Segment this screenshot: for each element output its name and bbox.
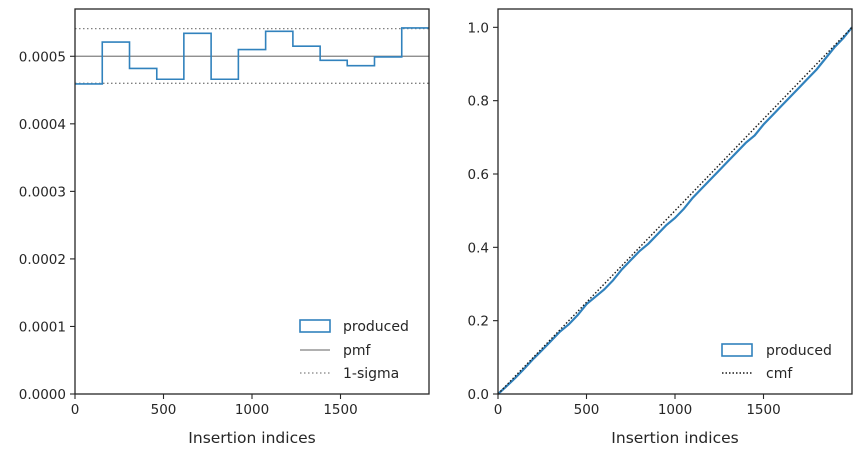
x-tick-label: 500 bbox=[151, 402, 177, 418]
legend: produced pmf 1-sigma bbox=[299, 319, 409, 382]
y-tick-label: 0.0004 bbox=[19, 117, 66, 133]
x-tick-label: 1000 bbox=[658, 402, 692, 418]
cumulative-marks bbox=[497, 26, 853, 395]
plot-frame bbox=[497, 8, 853, 395]
y-tick-label: 0.2 bbox=[468, 314, 489, 330]
x-tick-label: 0 bbox=[71, 402, 80, 418]
legend: produced cmf bbox=[721, 343, 832, 382]
y-tick-label: 0.0003 bbox=[19, 184, 66, 200]
produced-step-series bbox=[75, 27, 429, 85]
histogram-panel: 0 500 1000 1500 0.00000.00010.00020.00030.0… bbox=[19, 8, 430, 447]
y-tick-label: 0.0 bbox=[468, 387, 489, 403]
x-tick-label: 500 bbox=[574, 402, 600, 418]
x-tick-label: 1000 bbox=[235, 402, 269, 418]
plot-frame bbox=[74, 8, 430, 395]
y-tick-label: 0.0000 bbox=[19, 387, 66, 403]
y-tick-label: 0.0001 bbox=[19, 319, 66, 335]
histogram-marks bbox=[75, 27, 429, 85]
x-ticks: 0 500 1000 1500 bbox=[494, 394, 781, 418]
cumulative-panel: 0 500 1000 1500 0.0 0.2 0.4 0.6 0.8 1.0 Insertio… bbox=[468, 8, 853, 447]
x-axis-label: Insertion indices bbox=[188, 429, 315, 447]
y-ticks: 0.0 0.2 0.4 0.6 0.8 1.0 bbox=[468, 20, 498, 403]
legend-label-sigma: 1-sigma bbox=[343, 366, 399, 382]
x-axis-label: Insertion indices bbox=[611, 429, 738, 447]
cmf-series-line bbox=[497, 26, 853, 395]
x-tick-label: 1500 bbox=[323, 402, 357, 418]
produced-series-line bbox=[497, 26, 853, 395]
legend-label-produced: produced bbox=[766, 343, 832, 359]
y-tick-label: 0.6 bbox=[468, 167, 489, 183]
legend-swatch-produced bbox=[721, 343, 753, 357]
legend-swatch-produced bbox=[299, 319, 331, 333]
x-tick-label: 1500 bbox=[746, 402, 780, 418]
y-tick-label: 0.0005 bbox=[19, 49, 66, 65]
legend-label-pmf: pmf bbox=[343, 343, 372, 359]
y-tick-label: 1.0 bbox=[468, 20, 489, 36]
y-tick-label: 0.4 bbox=[468, 240, 489, 256]
y-ticks: 0.0000 0.0001 0.0002 0.0003 0.0004 0.0005 bbox=[19, 49, 75, 403]
legend-label-produced: produced bbox=[343, 319, 409, 335]
x-tick-label: 0 bbox=[494, 402, 503, 418]
x-ticks: 0 500 1000 1500 bbox=[71, 394, 358, 418]
y-tick-label: 0.8 bbox=[468, 94, 489, 110]
legend-label-cmf: cmf bbox=[766, 366, 793, 382]
y-tick-label: 0.0002 bbox=[19, 252, 66, 268]
